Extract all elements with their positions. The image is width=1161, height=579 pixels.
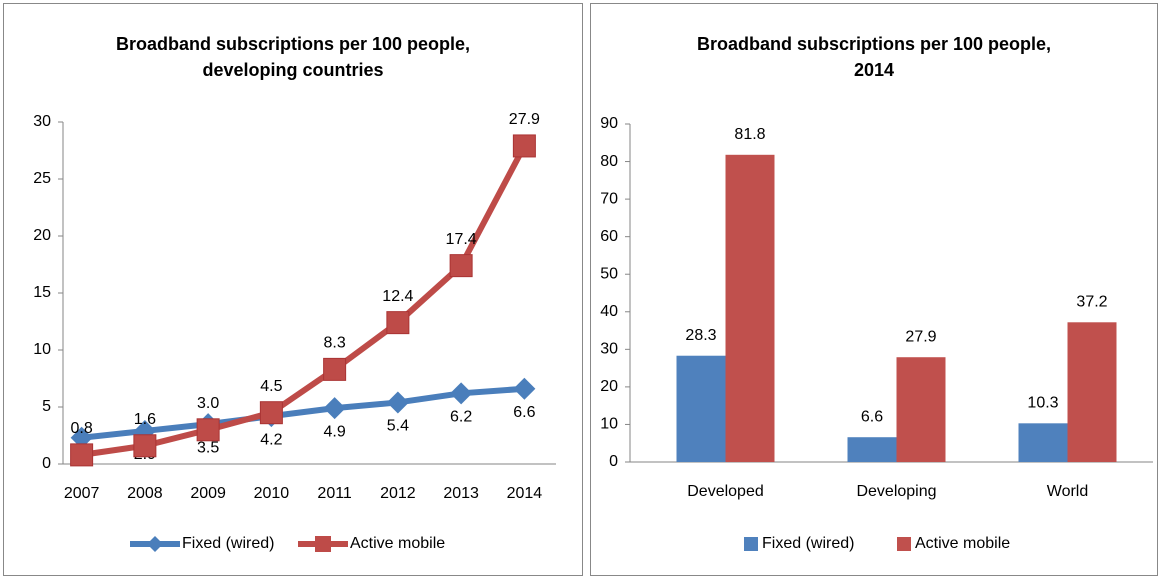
- y-tick-label: 30: [600, 341, 618, 358]
- legend-marker: [744, 537, 758, 551]
- marker: [133, 434, 157, 458]
- marker: [449, 254, 473, 278]
- data-label: 12.4: [382, 288, 413, 305]
- bar: [847, 437, 897, 462]
- marker: [196, 418, 220, 442]
- data-label: 4.9: [324, 423, 346, 440]
- data-label: 3.0: [197, 395, 219, 412]
- legend-marker: [147, 536, 163, 552]
- x-tick-label: World: [1047, 483, 1089, 500]
- y-tick-label: 10: [33, 341, 51, 358]
- x-tick-label: 2010: [254, 485, 290, 502]
- y-tick-label: 70: [600, 190, 618, 207]
- marker: [450, 382, 473, 405]
- y-tick-label: 15: [33, 284, 51, 301]
- chart-frame: [3, 3, 583, 576]
- legend-label: Active mobile: [350, 535, 445, 552]
- data-label: 3.5: [197, 439, 219, 456]
- data-label: 1.6: [134, 411, 156, 428]
- x-tick-label: Developing: [856, 483, 936, 500]
- legend-marker: [315, 536, 331, 552]
- marker: [386, 311, 410, 335]
- x-tick-label: 2008: [127, 485, 163, 502]
- data-label: 0.8: [71, 420, 93, 437]
- x-tick-label: 2013: [443, 485, 479, 502]
- marker: [70, 426, 93, 449]
- y-tick-label: 60: [600, 228, 618, 245]
- data-label: 6.2: [450, 409, 472, 426]
- y-tick-label: 0: [609, 453, 618, 470]
- marker: [386, 391, 409, 414]
- y-tick-label: 20: [600, 378, 618, 395]
- chart-title: Broadband subscriptions per 100 people, 2…: [697, 34, 1051, 80]
- marker: [323, 397, 346, 420]
- bar: [1018, 423, 1068, 462]
- marker: [70, 443, 94, 467]
- x-tick-label: 2009: [190, 485, 226, 502]
- bar: [676, 355, 726, 462]
- data-label: 8.3: [324, 335, 346, 352]
- y-tick-label: 90: [600, 115, 618, 132]
- data-label: 4.5: [260, 378, 282, 395]
- bar: [1067, 322, 1117, 462]
- legend-label: Fixed (wired): [762, 535, 854, 552]
- data-label: 5.4: [387, 418, 409, 435]
- data-label: 81.8: [734, 126, 765, 143]
- bar: [725, 154, 775, 462]
- y-tick-label: 20: [33, 227, 51, 244]
- x-tick-label: 2007: [64, 485, 100, 502]
- data-label: 37.2: [1076, 294, 1107, 311]
- x-tick-label: 2014: [507, 485, 543, 502]
- data-label: 27.9: [905, 328, 936, 345]
- x-tick-label: 2012: [380, 485, 416, 502]
- chart-frame: [590, 3, 1158, 576]
- data-label: 28.3: [685, 327, 716, 344]
- line: [81, 385, 525, 441]
- x-tick-label: Developed: [687, 483, 764, 500]
- y-tick-label: 25: [33, 170, 51, 187]
- y-tick-label: 50: [600, 265, 618, 282]
- y-tick-label: 10: [600, 416, 618, 433]
- legend-marker: [897, 537, 911, 551]
- legend-label: Active mobile: [915, 535, 1010, 552]
- marker: [512, 134, 536, 158]
- y-tick-label: 40: [600, 303, 618, 320]
- data-label: 4.2: [260, 431, 282, 448]
- chart-title: Broadband subscriptions per 100 people, d…: [116, 34, 470, 80]
- data-label: 27.9: [509, 111, 540, 128]
- x-tick-label: 2011: [317, 485, 352, 502]
- y-tick-label: 30: [33, 113, 51, 130]
- data-label: 6.6: [861, 408, 883, 425]
- marker: [323, 357, 347, 381]
- legend-label: Fixed (wired): [182, 535, 274, 552]
- data-label: 10.3: [1027, 395, 1058, 412]
- data-label: 17.4: [446, 231, 477, 248]
- marker: [259, 401, 283, 425]
- marker: [513, 377, 536, 400]
- y-tick-label: 5: [42, 398, 51, 415]
- y-tick-label: 0: [42, 455, 51, 472]
- bar: [896, 357, 946, 462]
- data-label: 6.6: [513, 404, 535, 421]
- y-tick-label: 80: [600, 153, 618, 170]
